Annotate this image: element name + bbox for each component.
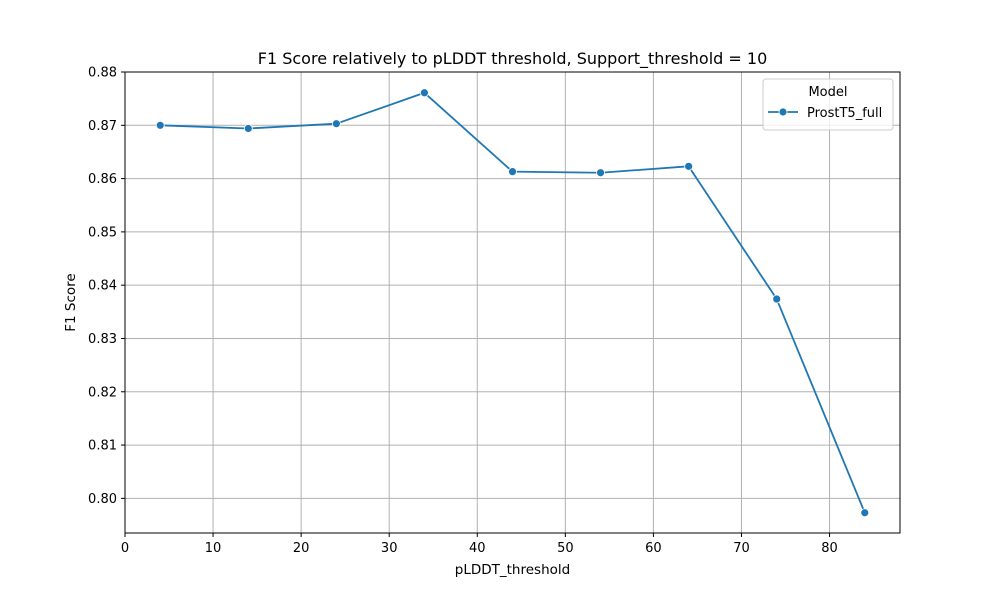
data-point — [508, 167, 517, 177]
y-tick-label: 0.82 — [88, 385, 117, 400]
data-point — [596, 168, 605, 178]
y-tick-label: 0.81 — [88, 439, 117, 454]
grid — [124, 71, 900, 533]
y-tick-label: 0.86 — [88, 172, 117, 187]
y-tick-label: 0.88 — [88, 66, 117, 81]
data-point — [684, 161, 694, 171]
y-axis-label: F1 Score — [63, 273, 79, 331]
data-point — [331, 119, 341, 129]
x-tick-label: 20 — [293, 541, 310, 556]
y-axis: 0.80 0.81 0.82 0.83 0.84 0.85 0.86 0.87 0.88 — [88, 66, 125, 507]
data-point — [860, 508, 870, 518]
y-tick-label: 0.80 — [88, 492, 117, 507]
y-tick-label: 0.85 — [88, 225, 117, 240]
data-point — [155, 120, 165, 130]
legend-box — [762, 78, 894, 131]
chart-title: F1 Score relatively to pLDDT threshold, … — [258, 49, 768, 69]
y-tick-label: 0.83 — [88, 332, 117, 347]
series-layer — [155, 88, 870, 518]
x-tick-label: 70 — [733, 541, 750, 556]
x-tick-label: 50 — [557, 541, 574, 556]
x-tick-label: 60 — [645, 541, 662, 556]
legend-series-label: ProstT5_full — [807, 106, 882, 121]
y-tick-label: 0.87 — [88, 119, 117, 134]
data-point — [243, 124, 253, 133]
legend: Model ProstT5_full — [762, 78, 894, 131]
plot-area-frame — [124, 71, 901, 534]
legend-marker-swatch — [778, 107, 788, 117]
x-tick-label: 40 — [469, 541, 486, 556]
data-point — [772, 294, 782, 304]
x-axis: 0 10 20 30 40 50 60 70 80 — [121, 533, 838, 556]
x-tick-label: 10 — [205, 541, 222, 556]
x-tick-label: 80 — [821, 541, 838, 556]
x-tick-label: 0 — [121, 541, 129, 556]
x-axis-label: pLDDT_threshold — [455, 562, 570, 578]
data-point — [420, 88, 429, 98]
series-line — [160, 91, 866, 514]
y-tick-label: 0.84 — [88, 279, 117, 294]
x-tick-label: 30 — [381, 541, 398, 556]
legend-title: Model — [808, 85, 847, 100]
